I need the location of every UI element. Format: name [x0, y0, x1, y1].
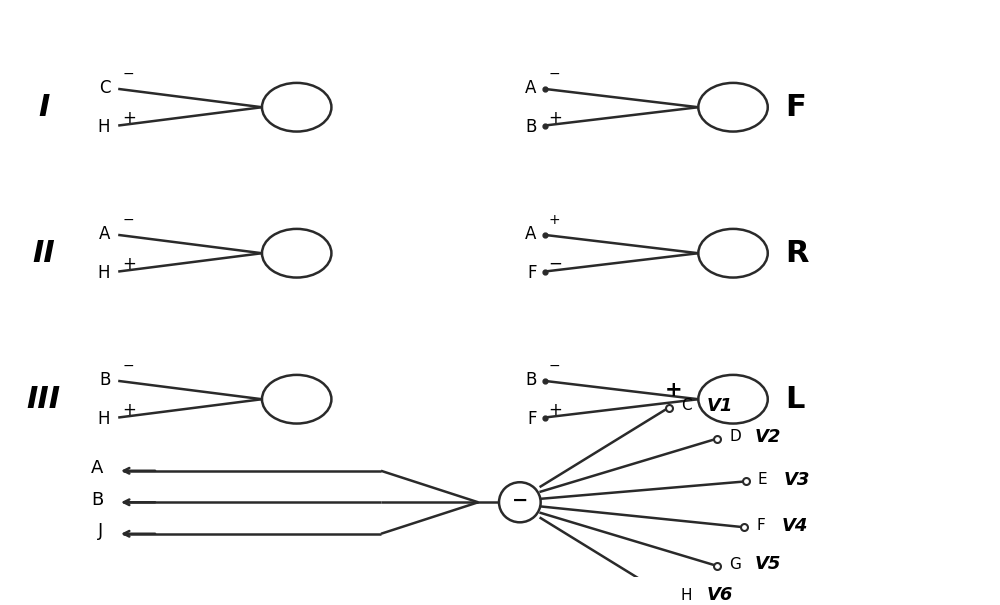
Text: +: + [549, 213, 560, 227]
Text: V6: V6 [707, 586, 733, 604]
Text: E: E [758, 472, 767, 487]
Text: −: − [549, 67, 560, 81]
Text: F: F [527, 264, 537, 282]
Text: V4: V4 [782, 517, 808, 535]
Text: D: D [729, 430, 741, 444]
Text: F: F [527, 410, 537, 428]
Text: +: + [549, 108, 562, 126]
Ellipse shape [499, 482, 541, 522]
Text: J: J [98, 523, 103, 540]
Text: F: F [756, 518, 765, 533]
Text: −: − [549, 359, 560, 373]
Text: V2: V2 [755, 428, 781, 446]
Text: A: A [99, 224, 110, 243]
Text: −: − [122, 359, 134, 373]
Text: B: B [91, 491, 103, 509]
Text: L: L [786, 385, 805, 414]
Text: F: F [786, 93, 806, 122]
Text: R: R [786, 239, 809, 268]
Text: +: + [665, 381, 683, 401]
Text: −: − [512, 491, 528, 509]
Text: B: B [525, 118, 537, 136]
Text: G: G [729, 557, 741, 572]
Text: B: B [525, 371, 537, 389]
Text: V5: V5 [755, 555, 781, 574]
Text: V3: V3 [783, 471, 810, 489]
Text: −: − [122, 67, 134, 81]
Text: C: C [99, 79, 110, 97]
Text: +: + [549, 401, 562, 419]
Text: +: + [122, 108, 136, 126]
Text: H: H [98, 410, 110, 428]
Text: +: + [122, 401, 136, 419]
Text: A: A [525, 79, 537, 97]
Text: −: − [549, 255, 562, 272]
Text: +: + [122, 255, 136, 272]
Text: H: H [98, 264, 110, 282]
Text: C: C [681, 398, 691, 413]
Text: II: II [32, 239, 55, 268]
Text: B: B [99, 371, 110, 389]
Text: III: III [27, 385, 61, 414]
Text: I: I [38, 93, 50, 122]
Text: H: H [98, 118, 110, 136]
Text: V1: V1 [707, 397, 733, 415]
Text: H: H [681, 588, 692, 603]
Text: A: A [91, 459, 103, 477]
Text: −: − [122, 213, 134, 227]
Text: A: A [525, 224, 537, 243]
